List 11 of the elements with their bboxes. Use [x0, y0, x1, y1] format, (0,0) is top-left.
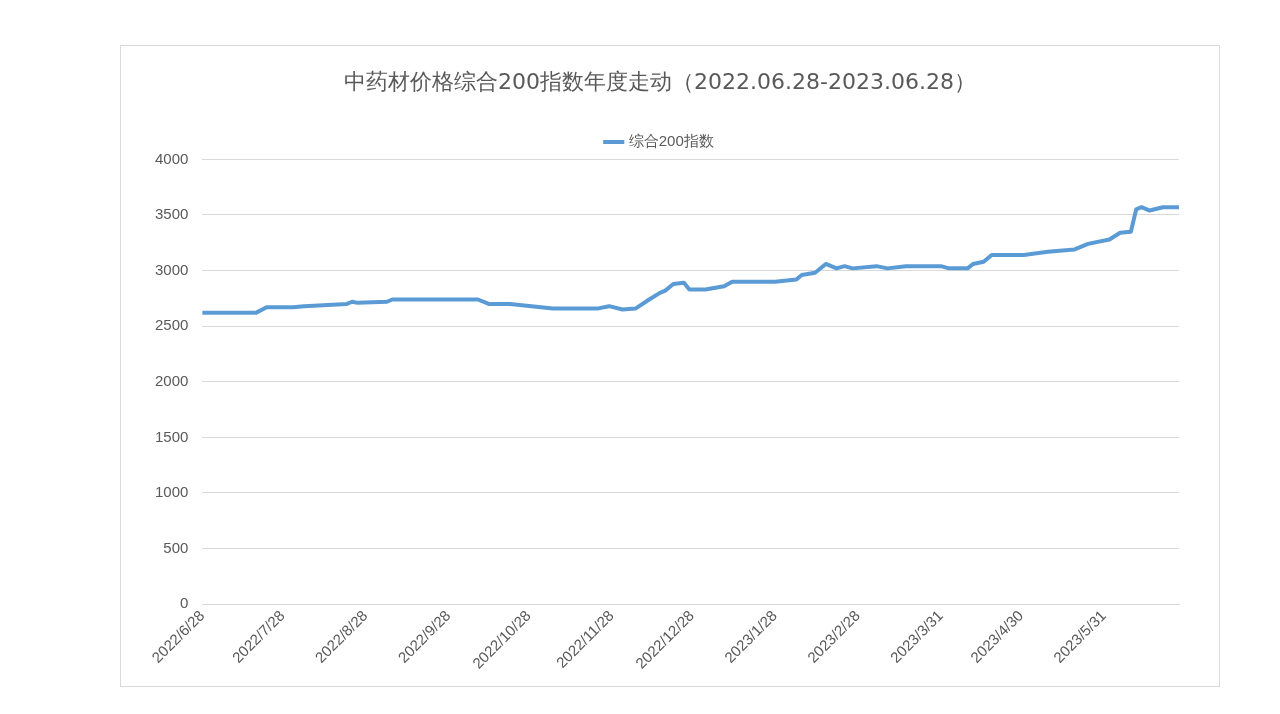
y-tick-label: 3000: [154, 260, 189, 278]
chart-title: 中药材价格综合200指数年度走动（2022.06.28-2023.06.28）: [344, 68, 976, 94]
y-tick-label: 500: [163, 538, 189, 556]
y-tick-label: 2500: [154, 316, 189, 334]
legend-label: 综合200指数: [628, 132, 714, 150]
y-tick-label: 0: [180, 594, 189, 612]
y-tick-label: 3500: [154, 205, 189, 223]
y-tick-label: 2000: [154, 371, 189, 389]
y-tick-label: 1000: [154, 483, 189, 501]
y-tick-label: 1500: [154, 427, 189, 445]
y-tick-label: 4000: [154, 149, 189, 167]
